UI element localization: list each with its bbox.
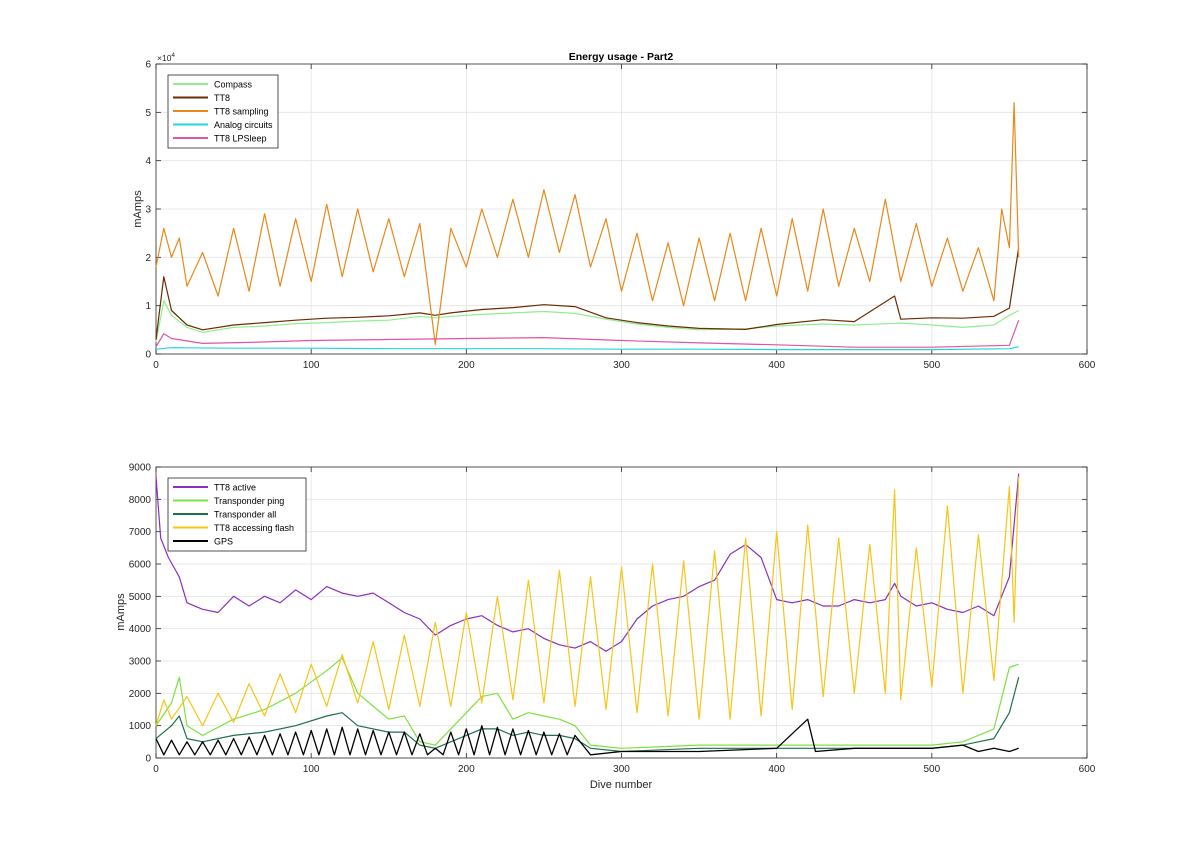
x-tick-label: 400 — [768, 360, 785, 371]
y-tick-label: 3000 — [129, 657, 152, 668]
x-tick-label: 600 — [1079, 764, 1096, 775]
legend-label-compass: Compass — [214, 80, 253, 90]
x-tick-label: 400 — [768, 764, 785, 775]
legend-label-gps: GPS — [214, 537, 233, 547]
top-legend: Compass TT8 TT8 sampling Analog circuits TT8… — [167, 74, 279, 149]
series-line-tt8 — [155, 247, 1020, 340]
series-line-analog-circuits — [155, 346, 1019, 351]
bottom-legend: TT8 active Transponder ping Transponder al… — [167, 477, 307, 552]
top-y-axis-label: mAmps — [132, 190, 144, 228]
y-tick-label: 5 — [145, 108, 151, 119]
bottom-y-tick-labels: 0 1000 2000 3000 4000 5000 6000 7000 8000 9000 — [129, 463, 152, 765]
y-tick-label: 9000 — [129, 463, 152, 474]
bottom-y-axis-label: mAmps — [115, 593, 127, 631]
y-tick-label: 2 — [145, 253, 151, 264]
top-y-tick-labels: 0 1 2 3 4 5 6 — [145, 60, 151, 361]
top-gridlines — [155, 63, 1088, 355]
series-line-compass — [155, 300, 1019, 343]
x-tick-label: 200 — [458, 764, 475, 775]
x-tick-label: 300 — [613, 360, 630, 371]
legend-label-transponder-ping: Transponder ping — [214, 496, 284, 506]
y-tick-label: 2000 — [129, 689, 152, 700]
top-chart: 0 100 200 300 400 500 600 0 1 2 3 4 5 6 Energy usage… — [132, 51, 1096, 371]
bottom-gridlines — [155, 466, 1088, 759]
top-chart-title: Energy usage - Part2 — [569, 51, 674, 63]
top-y-exponent: ×104 — [157, 52, 175, 63]
series-line-gps — [155, 718, 1019, 756]
series-line-tt8-sampling — [155, 102, 1020, 345]
y-tick-label: 7000 — [129, 527, 152, 538]
series-line-tt8-lpsleep — [155, 319, 1020, 348]
series-line-tt8-accessing-flash — [155, 476, 1020, 727]
legend-label-tt8-lpsleep: TT8 LPSleep — [214, 134, 267, 144]
legend-label-analog-circuits: Analog circuits — [214, 120, 273, 130]
top-series-lines — [155, 102, 1020, 351]
legend-label-tt8-sampling: TT8 sampling — [214, 107, 269, 117]
y-tick-label: 6 — [145, 60, 151, 71]
y-tick-label: 0 — [145, 350, 151, 361]
legend-label-tt8-accessing-flash: TT8 accessing flash — [214, 523, 294, 533]
y-tick-label: 4000 — [129, 624, 152, 635]
x-tick-label: 500 — [923, 764, 940, 775]
legend-label-tt8: TT8 — [214, 93, 230, 103]
legend-label-transponder-all: Transponder all — [214, 510, 276, 520]
y-tick-label: 0 — [145, 754, 151, 765]
legend-label-tt8-active: TT8 active — [214, 483, 256, 493]
bottom-x-axis-label: Dive number — [590, 779, 653, 791]
y-tick-label: 1 — [145, 301, 151, 312]
x-tick-label: 500 — [923, 360, 940, 371]
x-tick-label: 100 — [303, 360, 320, 371]
bottom-x-tick-labels: 0 100 200 300 400 500 600 — [153, 764, 1096, 775]
x-tick-label: 200 — [458, 360, 475, 371]
y-tick-label: 3 — [145, 205, 151, 216]
series-line-transponder-ping — [155, 657, 1019, 749]
x-tick-label: 300 — [613, 764, 630, 775]
x-tick-label: 0 — [153, 360, 159, 371]
y-tick-label: 1000 — [129, 721, 152, 732]
x-tick-label: 100 — [303, 764, 320, 775]
bottom-chart: 0 100 200 300 400 500 600 0 1000 2000 3000 4000 500… — [115, 463, 1096, 792]
y-tick-label: 4 — [145, 156, 151, 167]
y-tick-label: 6000 — [129, 560, 152, 571]
y-tick-label: 5000 — [129, 592, 152, 603]
y-tick-label: 8000 — [129, 495, 152, 506]
x-tick-label: 600 — [1079, 360, 1096, 371]
bottom-series-lines — [155, 473, 1020, 756]
x-tick-label: 0 — [153, 764, 159, 775]
top-x-tick-labels: 0 100 200 300 400 500 600 — [153, 360, 1096, 371]
